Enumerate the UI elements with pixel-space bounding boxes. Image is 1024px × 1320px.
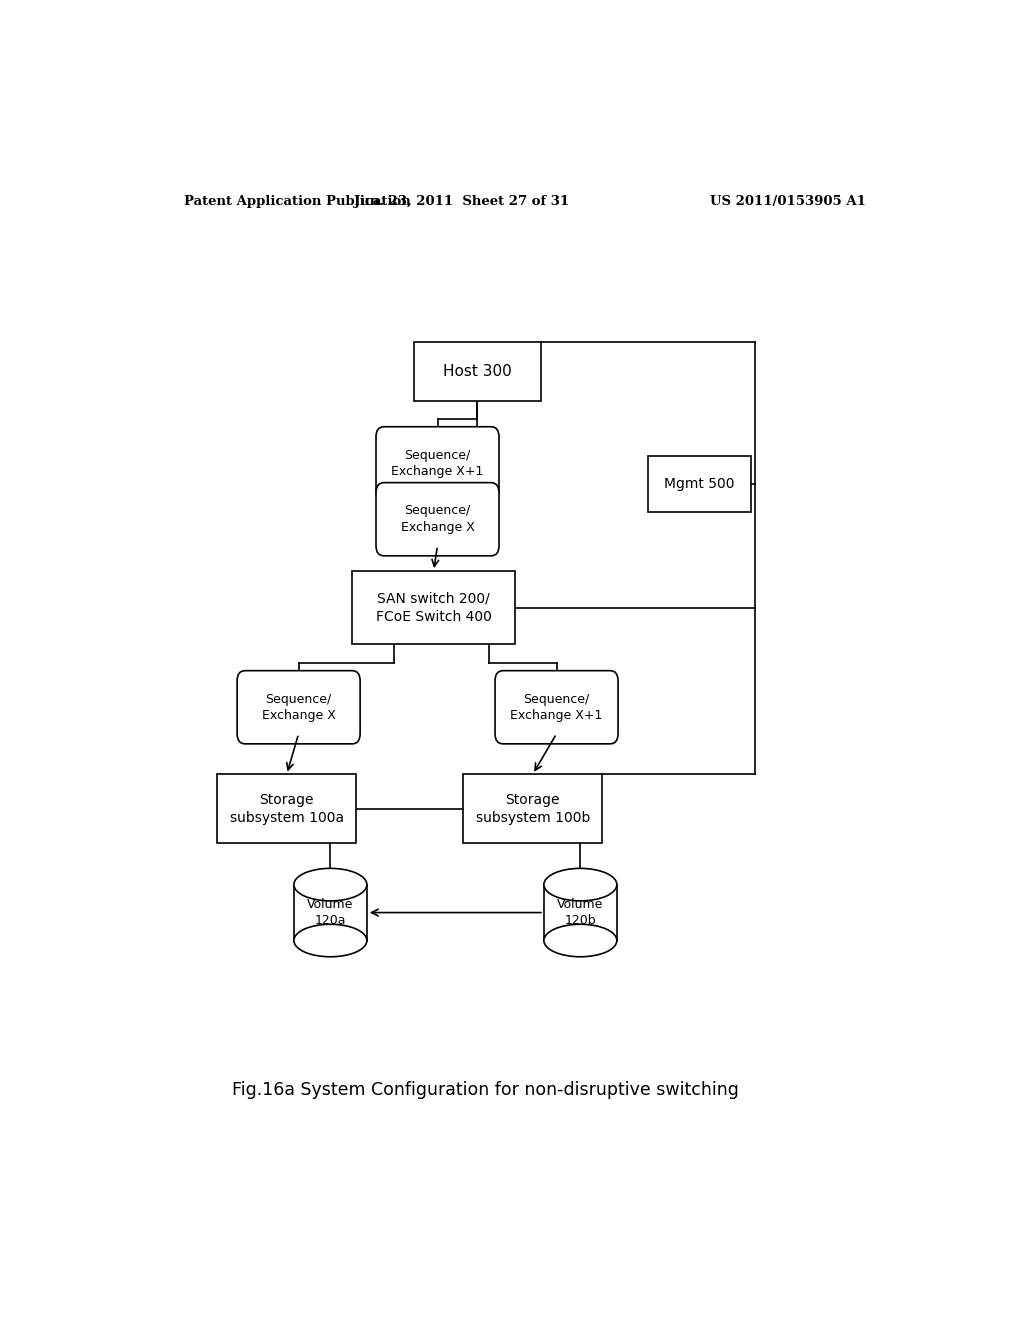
FancyBboxPatch shape	[495, 671, 618, 744]
Text: Host 300: Host 300	[442, 364, 512, 379]
Text: Mgmt 500: Mgmt 500	[665, 477, 734, 491]
Text: Jun. 23, 2011  Sheet 27 of 31: Jun. 23, 2011 Sheet 27 of 31	[353, 194, 569, 207]
Ellipse shape	[294, 869, 367, 900]
Bar	[544, 884, 616, 941]
Ellipse shape	[544, 924, 616, 957]
Bar	[294, 884, 367, 941]
FancyBboxPatch shape	[376, 426, 499, 500]
FancyBboxPatch shape	[238, 671, 360, 744]
Text: Storage
subsystem 100a: Storage subsystem 100a	[229, 793, 344, 825]
Text: Patent Application Publication: Patent Application Publication	[183, 194, 411, 207]
Bar	[352, 572, 515, 644]
Text: Sequence/
Exchange X: Sequence/ Exchange X	[262, 693, 336, 722]
Text: Sequence/
Exchange X+1: Sequence/ Exchange X+1	[391, 449, 483, 478]
Text: US 2011/0153905 A1: US 2011/0153905 A1	[711, 194, 866, 207]
Text: Sequence/
Exchange X+1: Sequence/ Exchange X+1	[510, 693, 603, 722]
Text: Volume
120b: Volume 120b	[557, 898, 603, 928]
Text: Sequence/
Exchange X: Sequence/ Exchange X	[400, 504, 474, 535]
Bar	[463, 775, 602, 843]
Text: Storage
subsystem 100b: Storage subsystem 100b	[475, 793, 590, 825]
Bar	[414, 342, 541, 401]
Text: Fig.16a System Configuration for non-disruptive switching: Fig.16a System Configuration for non-dis…	[231, 1081, 738, 1100]
Text: SAN switch 200/
FCoE Switch 400: SAN switch 200/ FCoE Switch 400	[376, 591, 492, 623]
Bar	[648, 455, 751, 512]
Text: Volume
120a: Volume 120a	[307, 898, 353, 928]
FancyBboxPatch shape	[376, 483, 499, 556]
Bar	[217, 775, 356, 843]
Ellipse shape	[544, 869, 616, 900]
Ellipse shape	[294, 924, 367, 957]
